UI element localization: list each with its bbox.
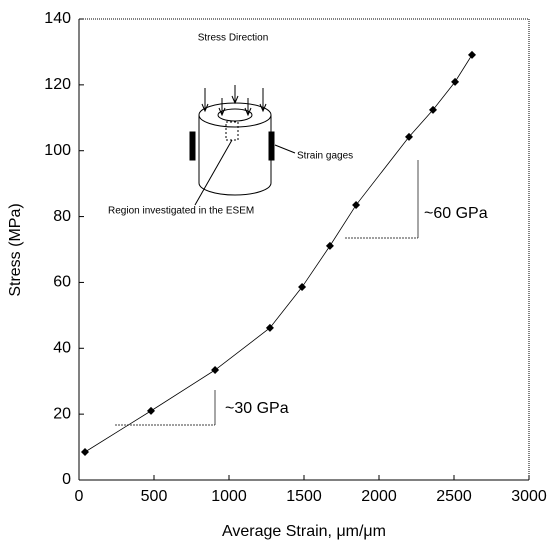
x-tick-label: 1500	[286, 488, 322, 505]
data-point	[147, 407, 155, 415]
data-point	[81, 448, 89, 456]
x-tick-label: 1000	[211, 488, 247, 505]
slope-triangles	[115, 160, 418, 425]
x-tick-label: 500	[141, 488, 168, 505]
y-tick-label: 80	[53, 208, 71, 225]
y-tick-label: 140	[44, 10, 71, 27]
data-point	[326, 242, 334, 250]
data-point	[468, 51, 476, 59]
data-point	[266, 324, 274, 332]
y-tick-label: 20	[53, 405, 71, 422]
annotation: Region investigated in the ESEM	[108, 206, 254, 217]
data-point	[298, 283, 306, 291]
y-tick-label: 40	[53, 340, 71, 357]
inset-diagram	[190, 85, 295, 205]
annotation: Strain gages	[297, 151, 353, 162]
plot-frame	[79, 19, 529, 480]
annotation: ~60 GPa	[424, 205, 488, 222]
annotation: Stress Direction	[198, 33, 269, 44]
data-point	[451, 78, 459, 86]
y-tick-label: 60	[53, 274, 71, 291]
data-point	[211, 366, 219, 374]
x-tick-label: 0	[75, 488, 84, 505]
x-tick-label: 2500	[436, 488, 472, 505]
data-line	[85, 55, 472, 452]
x-tick-label: 2000	[361, 488, 397, 505]
x-tick-label: 3000	[511, 488, 547, 505]
x-axis-label: Average Strain, μm/μm	[222, 523, 386, 540]
annotation: ~30 GPa	[225, 400, 289, 417]
data-point	[352, 201, 360, 209]
chart: Average Strain, μm/μm Stress (MPa) ~30 G…	[0, 0, 553, 544]
y-tick-label: 120	[44, 76, 71, 93]
y-tick-label: 0	[62, 471, 71, 488]
y-axis-label: Stress (MPa)	[7, 203, 24, 296]
y-tick-label: 100	[44, 142, 71, 159]
